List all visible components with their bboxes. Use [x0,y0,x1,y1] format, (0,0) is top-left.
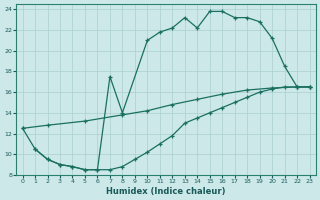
X-axis label: Humidex (Indice chaleur): Humidex (Indice chaleur) [106,187,226,196]
